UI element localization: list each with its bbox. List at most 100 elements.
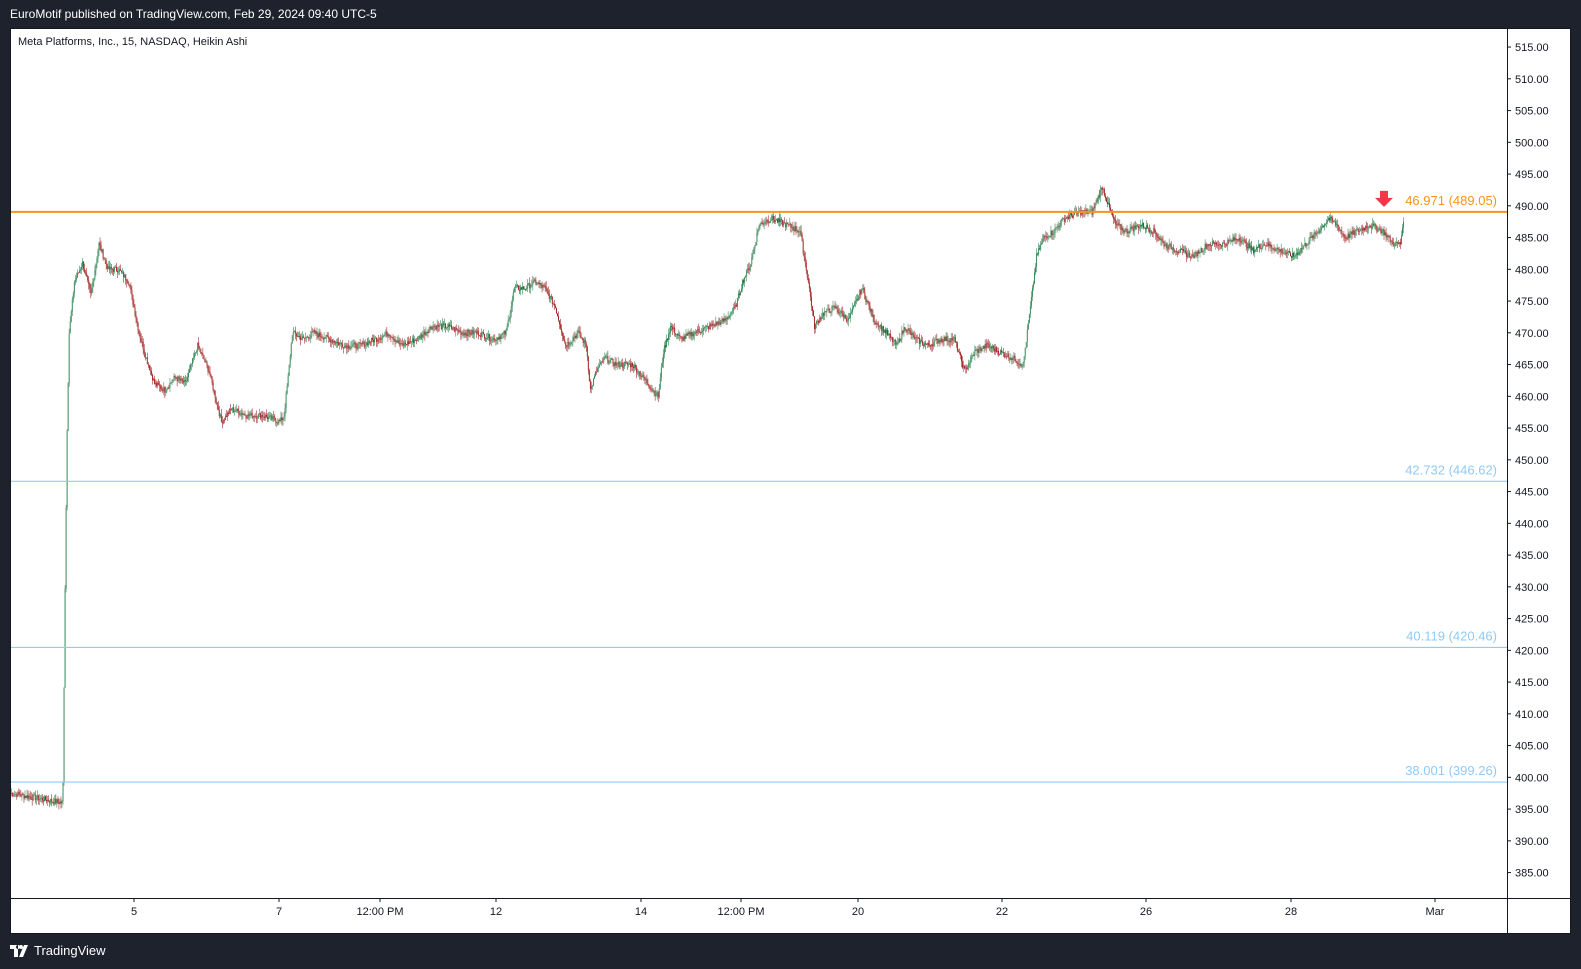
candle	[661, 362, 663, 368]
candle	[288, 364, 290, 376]
candle	[123, 272, 125, 278]
candle	[1052, 234, 1054, 236]
candle	[1318, 231, 1320, 233]
candle	[96, 258, 98, 264]
candle	[891, 336, 893, 338]
candle	[1068, 215, 1070, 219]
candle	[257, 413, 259, 418]
candle	[628, 363, 630, 365]
candle	[598, 367, 600, 369]
candle	[234, 411, 236, 413]
candle	[889, 333, 891, 335]
candle	[106, 264, 108, 270]
candle	[326, 334, 328, 337]
candle	[927, 343, 929, 345]
candle	[1300, 248, 1302, 253]
price-chart[interactable]: 46.971 (489.05) 42.732 (446.62) 40.119 (42…	[10, 28, 1571, 934]
candle	[32, 794, 34, 801]
candle	[625, 362, 627, 364]
candle	[412, 338, 414, 342]
candle	[301, 338, 303, 340]
candle	[693, 333, 695, 337]
candle	[714, 324, 716, 327]
candle	[1326, 220, 1328, 223]
candle	[676, 334, 678, 335]
candle	[346, 345, 348, 349]
candle	[552, 303, 554, 305]
candle	[175, 377, 177, 379]
candle	[1305, 243, 1307, 247]
candle	[264, 416, 266, 418]
candle	[1021, 365, 1023, 367]
candle	[83, 261, 85, 270]
candle	[270, 415, 272, 417]
time-axis[interactable]: 5 7 12:00 PM 12 14 12:00 PM 20 22 26 28 Mar	[131, 898, 1445, 918]
candle	[1099, 189, 1101, 198]
candle	[1104, 195, 1106, 199]
candle	[84, 269, 86, 273]
candle	[54, 798, 56, 804]
candle	[789, 223, 791, 225]
price-axis[interactable]: 515.00 510.00 505.00 500.00 495.00 490.00 485.…	[1507, 42, 1549, 880]
candle	[1133, 225, 1135, 232]
candle	[920, 340, 922, 342]
tradingview-logo[interactable]: TradingView	[10, 943, 106, 958]
candle	[1312, 235, 1314, 239]
candle	[516, 285, 518, 287]
candle	[81, 267, 83, 270]
candle	[92, 281, 94, 288]
candle	[494, 338, 496, 342]
candle	[1122, 227, 1124, 231]
candle	[588, 370, 590, 382]
candle	[655, 395, 657, 397]
candle	[650, 388, 652, 390]
candle	[956, 342, 958, 352]
candle	[569, 344, 571, 345]
candle	[1367, 227, 1369, 229]
candle	[471, 329, 473, 335]
candle	[130, 286, 132, 291]
candle	[1270, 244, 1272, 248]
candle	[503, 331, 505, 334]
candle	[161, 388, 163, 390]
candle	[332, 340, 334, 343]
candle	[148, 365, 150, 371]
candle	[433, 326, 435, 328]
candle	[71, 299, 73, 312]
support-level-label: 38.001 (399.26)	[1405, 763, 1497, 778]
candle	[579, 331, 581, 337]
candle	[1203, 249, 1205, 252]
candle	[718, 321, 720, 323]
candle	[470, 334, 472, 336]
candle	[512, 292, 514, 300]
candle	[522, 286, 524, 290]
candle	[1210, 245, 1212, 247]
candle	[347, 344, 349, 349]
candle	[855, 301, 857, 303]
candle	[607, 356, 609, 363]
candle	[1007, 353, 1009, 358]
candle	[345, 345, 347, 347]
candle	[664, 345, 666, 348]
candle	[1402, 227, 1404, 236]
candle	[1348, 233, 1350, 238]
candle	[314, 330, 316, 334]
candle	[19, 794, 21, 796]
candle	[1100, 187, 1102, 190]
candle	[1304, 243, 1306, 246]
chart-title: Meta Platforms, Inc., 15, NASDAQ, Heikin…	[18, 36, 247, 48]
candle	[365, 342, 367, 345]
candle	[1269, 244, 1271, 247]
candle	[620, 362, 622, 367]
candle	[542, 285, 544, 288]
candle	[104, 258, 106, 261]
candle	[315, 331, 317, 334]
candle	[1393, 246, 1395, 248]
candle	[1344, 237, 1346, 239]
candle	[827, 308, 829, 310]
candle	[114, 266, 116, 268]
candle	[339, 342, 341, 345]
candle	[964, 365, 966, 369]
candle	[70, 311, 72, 322]
candle	[1046, 236, 1048, 239]
